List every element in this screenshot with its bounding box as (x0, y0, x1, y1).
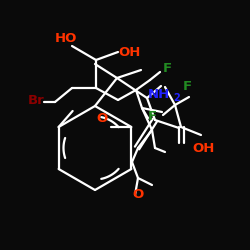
Text: O: O (132, 188, 143, 202)
Text: NH: NH (148, 88, 170, 102)
Text: OH: OH (192, 142, 214, 154)
Text: F: F (148, 110, 157, 124)
Text: OH: OH (118, 46, 141, 59)
Text: HO: HO (55, 32, 78, 44)
Text: O: O (96, 112, 108, 124)
Text: 2: 2 (173, 93, 180, 103)
Text: Br: Br (28, 94, 45, 106)
Text: F: F (183, 80, 192, 94)
Text: F: F (163, 62, 172, 74)
